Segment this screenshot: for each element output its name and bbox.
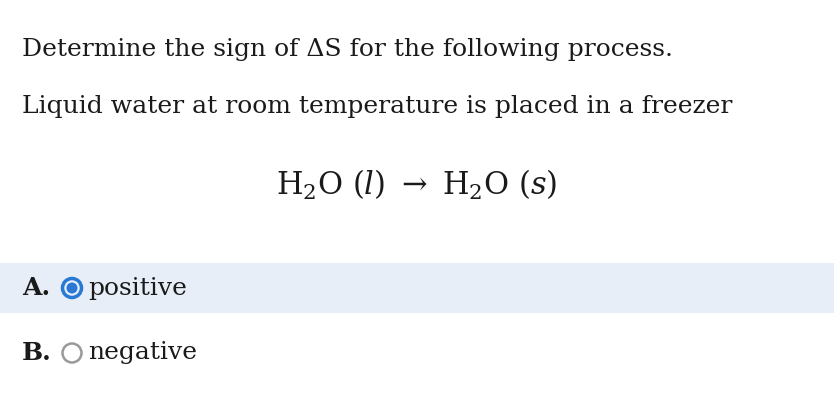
Circle shape <box>67 282 78 294</box>
Bar <box>0 263 834 313</box>
Text: B.: B. <box>22 341 52 365</box>
Text: $\mathregular{H_2O}$ $\mathit{(l)}$ $\rightarrow$ $\mathregular{H_2O}$ $\mathit{: $\mathregular{H_2O}$ $\mathit{(l)}$ $\ri… <box>276 168 558 202</box>
Text: Liquid water at room temperature is placed in a freezer: Liquid water at room temperature is plac… <box>22 95 732 118</box>
Text: Determine the sign of ΔS for the following process.: Determine the sign of ΔS for the followi… <box>22 38 673 61</box>
Text: negative: negative <box>88 342 197 364</box>
Text: positive: positive <box>88 276 187 300</box>
Text: A.: A. <box>22 276 50 300</box>
